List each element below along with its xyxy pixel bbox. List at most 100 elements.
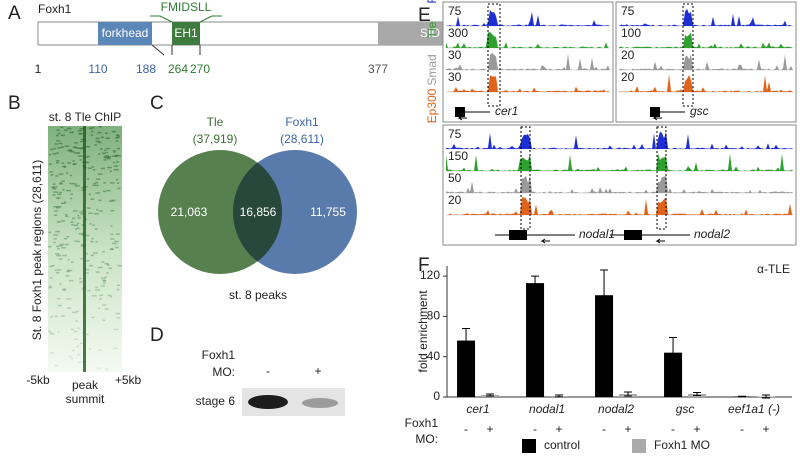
heatmap-signal — [69, 182, 75, 185]
heatmap-signal — [107, 156, 111, 158]
treatment-sign: - — [464, 422, 468, 436]
x-label: peak — [72, 378, 99, 392]
heatmap-signal — [48, 231, 52, 234]
heatmap-signal — [66, 235, 70, 238]
track-scale: 300 — [448, 26, 468, 40]
bar — [457, 340, 476, 397]
heatmap-signal — [80, 257, 83, 260]
track-scale: 75 — [448, 127, 462, 141]
heatmap-signal — [53, 191, 59, 193]
heatmap-signal — [74, 338, 79, 340]
heatmap-signal — [48, 163, 52, 165]
heatmap-signal — [63, 129, 68, 131]
panel-label: F — [418, 255, 430, 276]
heatmap-signal — [49, 171, 53, 173]
heatmap-signal — [104, 262, 109, 265]
tss-arrow — [457, 115, 467, 121]
track-box — [442, 124, 797, 246]
track-label: Smad — [425, 54, 439, 85]
heatmap-signal — [79, 140, 84, 143]
row-label: Foxh1 — [202, 348, 236, 362]
heatmap-signal — [75, 310, 79, 313]
heatmap-signal — [105, 132, 108, 135]
heatmap-signal — [54, 269, 57, 271]
heatmap-signal — [80, 213, 84, 215]
heatmap-signal — [113, 165, 119, 167]
heatmap-signal — [61, 220, 66, 222]
heatmap-signal — [58, 258, 63, 260]
heatmap-signal — [59, 183, 63, 185]
heatmap-signal — [116, 178, 119, 181]
heatmap-signal — [99, 298, 102, 300]
heatmap-signal — [77, 152, 81, 154]
heatmap-signal — [73, 224, 79, 227]
heatmap-signal — [88, 212, 93, 215]
set-name: Tle — [207, 115, 224, 129]
position-ticks — [151, 44, 201, 56]
treatment-sign: + — [625, 422, 632, 436]
error-bar — [762, 394, 771, 399]
heatmap-signal — [68, 149, 73, 151]
position-label: 188 — [136, 62, 156, 76]
heatmap-signal — [57, 197, 61, 199]
heatmap-signal — [117, 264, 123, 267]
heatmap-signal — [102, 304, 107, 306]
heatmap-signal — [76, 345, 80, 348]
heatmap-signal — [110, 209, 115, 212]
heatmap-signal — [86, 234, 90, 237]
heatmap-signal — [104, 308, 109, 310]
heatmap-signal — [102, 319, 106, 322]
heatmap-signal — [73, 152, 79, 154]
heatmap-signal — [85, 145, 91, 148]
heatmap-signal — [114, 240, 119, 243]
heatmap-signal — [64, 201, 67, 203]
heatmap-signal — [99, 294, 104, 296]
heatmap-signal — [97, 349, 102, 351]
gene-label: nodal1 — [579, 227, 615, 241]
heatmap-signal — [104, 276, 107, 279]
heatmap-signal — [74, 185, 80, 187]
heatmap-signal — [72, 311, 77, 314]
heatmap-signal — [93, 252, 98, 254]
heatmap-signal — [98, 153, 101, 155]
heatmap-signal — [70, 221, 74, 224]
heatmap-signal — [88, 167, 92, 169]
track-label: Ep300 — [425, 88, 439, 123]
heatmap-signal — [115, 312, 121, 315]
track-box — [442, 1, 614, 123]
heatmap-signal — [111, 242, 117, 245]
heatmap-signal — [66, 307, 72, 309]
heatmap-signal — [50, 148, 54, 151]
track-label: Tle — [425, 21, 439, 38]
heatmap-signal — [91, 295, 97, 297]
heatmap-signal — [117, 187, 121, 190]
heatmap-signal — [97, 141, 102, 144]
heatmap-signal — [87, 155, 91, 158]
heatmap-signal — [106, 264, 110, 266]
track-scale: 50 — [448, 171, 462, 185]
heatmap-signal — [67, 127, 72, 130]
heatmap-signal — [72, 146, 77, 148]
coverage-track — [619, 74, 793, 92]
y-tick-label: 80 — [427, 309, 441, 323]
heatmap-signal — [53, 241, 56, 244]
peak-highlight — [682, 3, 694, 107]
bar — [664, 352, 683, 397]
heatmap-signal — [106, 157, 111, 160]
y-label: St. 8 Foxh1 peak regions (28,611) — [30, 160, 44, 341]
heatmap-signal — [69, 150, 75, 153]
heatmap-signal — [54, 143, 59, 145]
motif-bracket — [150, 15, 222, 23]
heatmap-signal — [67, 258, 70, 261]
motif: FMIDSLL — [161, 0, 212, 14]
heatmap-signal — [91, 126, 95, 129]
heatmap-signal — [71, 349, 75, 352]
heatmap-signal — [116, 135, 121, 137]
heatmap-signal — [95, 286, 98, 289]
x-tick-label: cer1 — [466, 402, 489, 416]
heatmap-signal — [79, 277, 82, 280]
heatmap-signal — [66, 270, 70, 273]
error-bar — [462, 327, 471, 354]
heatmap-signal — [57, 247, 60, 250]
